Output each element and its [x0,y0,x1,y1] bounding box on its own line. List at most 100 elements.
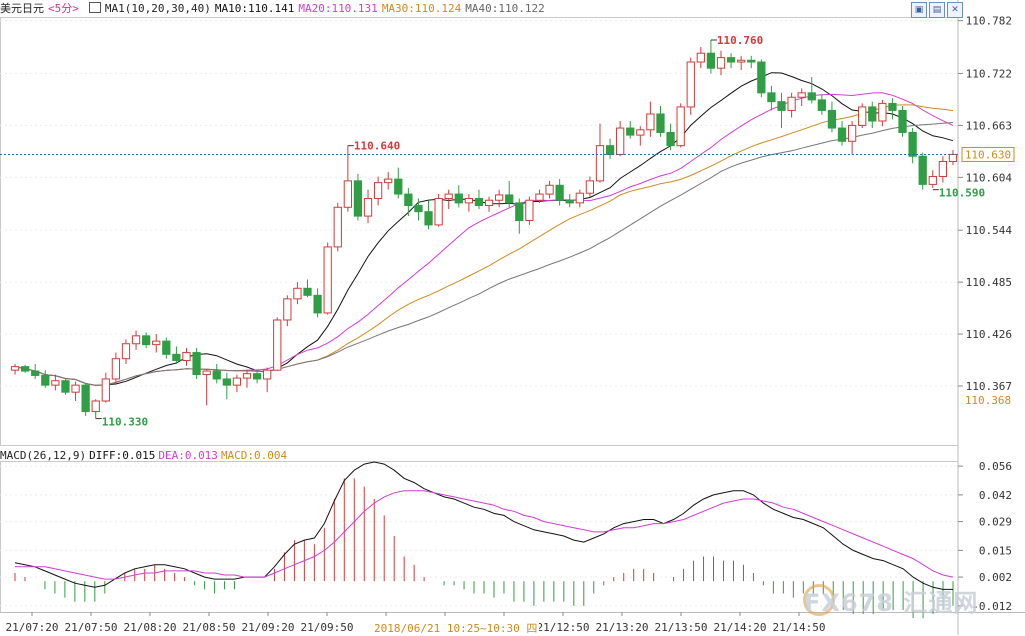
table-icon[interactable]: ▤ [929,2,945,18]
candle-down [394,178,403,195]
candle-down [212,370,221,380]
ma30-value: MA30:110.124 [381,2,462,15]
candle-up [71,384,80,393]
candle-up [646,113,655,131]
watermark-logo-icon [803,584,835,616]
chart-toolbar: ▣ ▤ ✕ [911,2,963,18]
candle-down [454,193,463,204]
time-tick-label: 21/14:50 [773,621,826,634]
candle-up [293,287,302,300]
candle-up [858,106,867,126]
candle-down [515,202,524,221]
macd-dea-line [15,490,954,580]
time-tick-label: 21/07:50 [65,621,118,634]
candle-down [747,59,756,63]
candle-up [152,340,161,346]
candle-down [252,373,262,380]
candle-up [787,96,796,111]
candle-up [10,366,20,371]
candle-down [726,57,736,63]
time-tick-label: 21/13:20 [596,621,649,634]
candle-up [273,319,282,371]
candle-down [837,127,847,142]
current-price-box [961,146,1015,162]
candle-up [283,298,292,321]
ma10-line [14,72,954,386]
candle-down [162,340,171,355]
candle-up [928,175,937,185]
candle-up [131,335,141,345]
candle-down [888,102,897,111]
candle-down [414,205,423,213]
candle-up [333,206,342,248]
candle-up [444,193,453,199]
close-icon[interactable]: ✕ [947,2,963,18]
candle-down [353,180,363,217]
ma-label[interactable]: MA1(10,20,30,40) [104,2,211,15]
candle-down [706,52,716,69]
candle-up [484,199,494,207]
macd-value: MACD:0.004 [220,449,288,462]
macd-tick-label: 0.029 [979,516,1012,529]
candle-down [313,294,322,314]
candle-down [404,193,413,207]
current-price-label: 110.630 [965,148,1011,161]
time-tick-label: 21/08:50 [183,621,236,634]
candle-up [434,197,443,226]
price-tick-label: 110.485 [966,276,1012,289]
candle-up [938,161,948,177]
candle-up [323,246,332,314]
candle-down [918,155,927,185]
macd-dea-value: DEA:0.013 [158,449,218,462]
candle-down [61,380,70,393]
candle-up [525,199,534,221]
time-tick-label: 21/07:20 [6,621,59,634]
candle-up [878,102,887,122]
candle-down [605,145,615,155]
ma40-value: MA40:110.122 [465,2,545,15]
chart-header: 美元日元 <5分> MA1(10,20,30,40) MA10:110.141 MA20… [0,0,549,18]
candle-up [384,178,393,184]
high-annotation: 110.640 [354,140,400,153]
candle-down [222,378,231,386]
low-annotation: 110.590 [939,187,985,200]
time-tick-label: 21/12:50 [537,621,590,634]
time-tick-label: 21/09:20 [242,621,295,634]
macd-label[interactable]: MACD(26,12,9) [0,449,87,462]
candle-down [142,335,151,346]
high-annotation: 110.760 [717,34,763,47]
ma-settings-icon[interactable] [88,2,101,13]
candle-down [898,109,907,133]
macd-header: MACD(26,12,9) DIFF:0.015 DEA:0.013 MACD:0.0… [0,448,290,464]
candle-up [91,400,100,413]
candle-down [817,99,826,111]
candle-up [51,380,60,386]
candle-down [777,101,786,111]
macd-tick-label: 0.015 [979,544,1012,557]
ma20-value: MA20:110.131 [298,2,378,15]
symbol-title[interactable]: 美元日元 [0,2,44,15]
candle-up [948,153,958,163]
candle-up [716,57,726,69]
macd-diff-line [14,461,953,590]
candle-up [737,59,746,63]
macd-tick-label: 0.056 [979,460,1012,473]
macd-tick-label: -0.012 [972,600,1012,613]
candle-down [192,352,201,376]
time-tick-label: 21/09:50 [301,621,354,634]
candle-up [202,370,211,376]
price-tick-label: 110.663 [966,119,1012,132]
candle-up [101,378,110,402]
candle-down [555,184,564,201]
macd-diff-value: DIFF:0.015 [89,449,156,462]
candle-up [797,92,806,98]
period-selector[interactable]: <5分> [48,2,79,15]
price-tick-label: 110.722 [966,67,1012,80]
candle-down [303,287,312,296]
candle-down [424,211,433,226]
candle-up [616,127,625,155]
chart-window-icon[interactable]: ▣ [911,2,927,18]
candle-down [31,370,40,376]
price-tick-label: 110.604 [966,171,1013,184]
